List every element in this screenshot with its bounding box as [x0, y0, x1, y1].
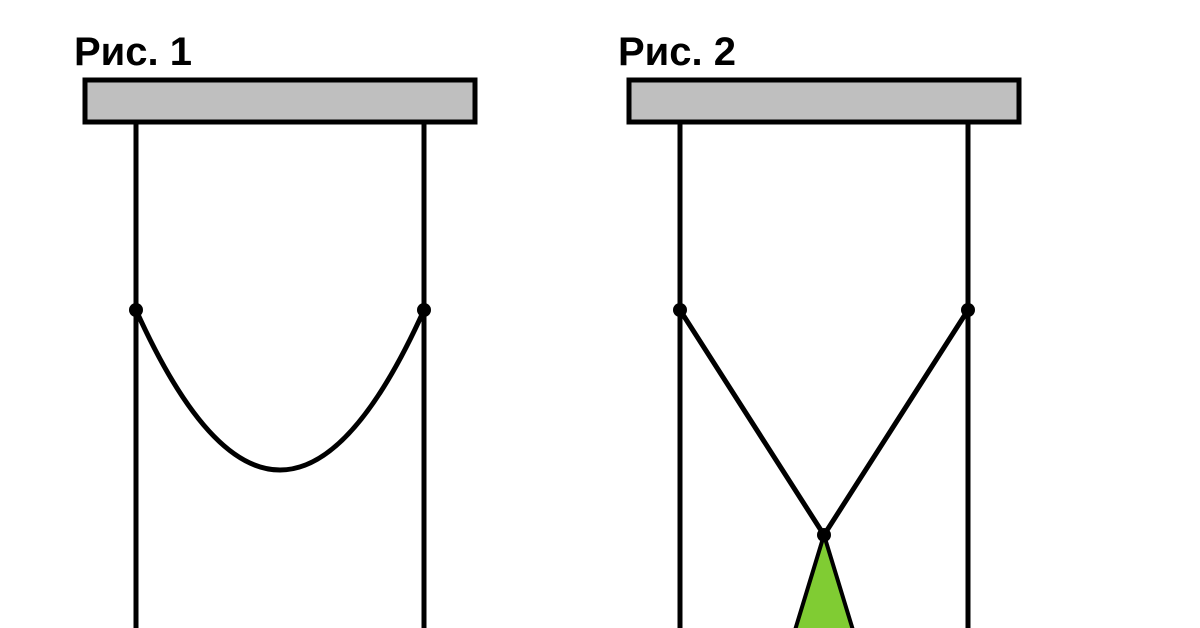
- weight-triangle: [792, 535, 856, 628]
- figure-1-label: Рис. 1: [74, 30, 192, 75]
- catenary-rope: [136, 310, 424, 470]
- support-bar: [629, 80, 1019, 122]
- figure-2-label: Рис. 2: [618, 30, 736, 75]
- node-left: [129, 303, 143, 317]
- figure-2: [614, 80, 1034, 628]
- cross-rope-left: [680, 310, 824, 535]
- node-cross: [817, 528, 831, 542]
- figure-1: [70, 80, 490, 628]
- diagram-canvas: Рис. 1 Рис. 2: [0, 0, 1200, 628]
- node-right: [961, 303, 975, 317]
- cross-rope-right: [824, 310, 968, 535]
- node-left: [673, 303, 687, 317]
- node-right: [417, 303, 431, 317]
- support-bar: [85, 80, 475, 122]
